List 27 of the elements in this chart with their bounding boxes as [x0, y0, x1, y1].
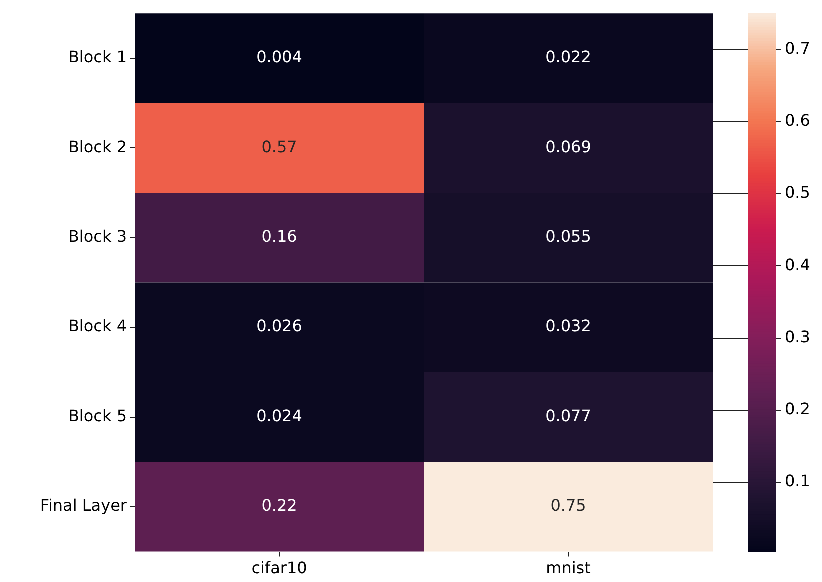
data-label: 0.16 [262, 227, 298, 246]
color-bar-label: 0.2 [785, 400, 810, 419]
y-tick-label: Final Layer [40, 496, 128, 516]
y-tick-label: Block 4 [68, 316, 127, 336]
y-tick-label: Block 3 [68, 227, 127, 246]
y-tick-label: Block 2 [68, 137, 127, 156]
y-tick-label: Block 1 [68, 48, 127, 67]
data-label: 0.75 [550, 496, 586, 516]
x-tick-label: mnist [546, 558, 591, 578]
data-label: 0.022 [546, 48, 592, 67]
y-tick-label: Block 5 [68, 406, 127, 426]
data-label: 0.22 [262, 496, 298, 516]
color-bar-label: 0.1 [785, 472, 810, 491]
x-tick-label: cifar10 [252, 558, 308, 578]
color-bar-label: 0.3 [785, 327, 810, 346]
data-label: 0.077 [546, 406, 592, 426]
color-bar-label: 0.4 [785, 255, 810, 274]
data-label: 0.024 [256, 406, 302, 426]
data-label: 0.069 [546, 137, 592, 156]
data-label: 0.004 [256, 48, 302, 67]
data-label: 0.026 [256, 316, 302, 336]
color-bar-label: 0.5 [785, 183, 810, 202]
data-label: 0.032 [546, 316, 592, 336]
data-label: 0.57 [262, 137, 298, 156]
data-label: 0.055 [546, 227, 592, 246]
color-bar-label: 0.6 [785, 110, 810, 130]
color-bar-label: 0.7 [785, 38, 810, 58]
